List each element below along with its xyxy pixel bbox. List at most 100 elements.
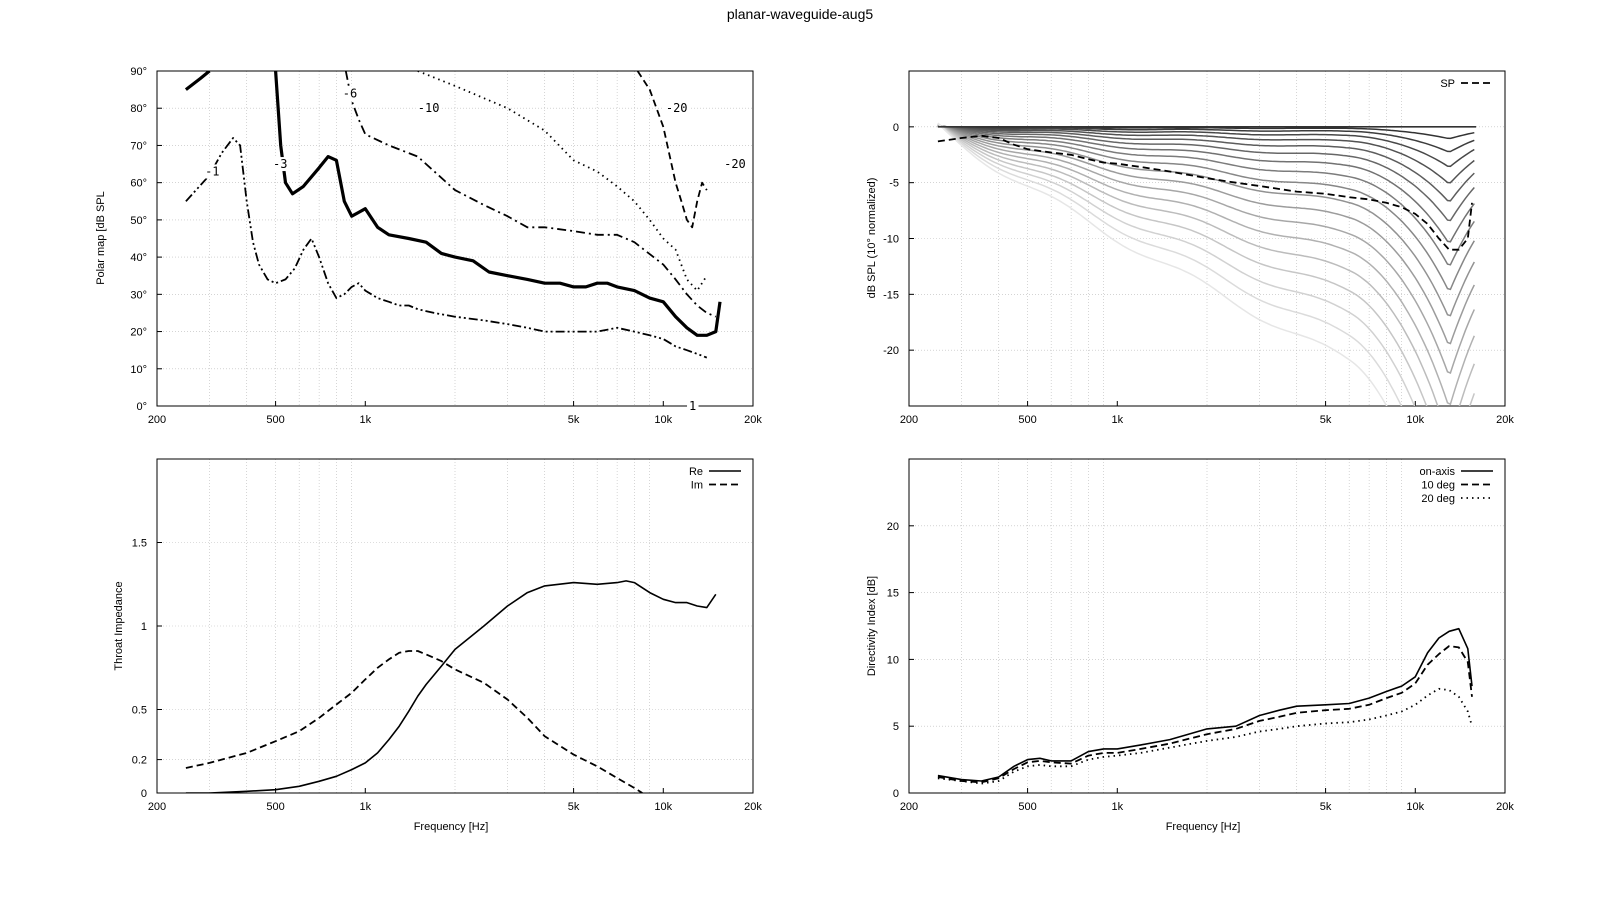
angle-curve	[937, 125, 1475, 184]
y-tick-label: 10°	[130, 364, 147, 376]
angle-curve	[937, 124, 1475, 243]
contour-label-bg	[270, 157, 290, 172]
contour-label: -1	[205, 165, 219, 179]
x-tick-label: 20k	[744, 414, 762, 426]
y-axis-label: Throat Impedance	[113, 581, 125, 670]
x-tick-label: 1k	[1111, 801, 1123, 813]
y-tick-label: 50°	[130, 215, 147, 227]
x-tick-label: 20k	[1496, 414, 1514, 426]
legend-entry: on-axis	[1420, 466, 1456, 478]
throat-impedance-panel: 200 500 1k 5k 10k 20k 0 0.2 0.5 1 1.5 Throat Impeda…	[113, 458, 762, 833]
y-tick-label: 0.2	[132, 755, 147, 767]
y-tick-label: 5	[893, 721, 899, 733]
x-axis-label: Frequency [Hz]	[1166, 821, 1241, 833]
legend-entry: Re	[689, 466, 703, 478]
y-tick-label: 0	[141, 788, 147, 800]
y-tick-label: 20°	[130, 327, 147, 339]
y-tick-label: 20	[887, 521, 899, 533]
angle-curve	[937, 124, 1475, 317]
x-tick-label: 20k	[1496, 801, 1514, 813]
data-layer	[184, 71, 722, 359]
y-tick-label: -5	[889, 178, 899, 190]
x-tick-label: 5k	[1320, 801, 1332, 813]
legend-entry: Im	[691, 480, 703, 492]
normalized-spl-panel: 200 500 1k 5k 10k 20k 0 -5 -10 -15 -20 dB SPL (10° …	[866, 70, 1514, 426]
y-axis-label: Polar map [dB SPL	[95, 191, 107, 285]
y-tick-label: 0.5	[132, 705, 147, 717]
x-tick-label: 10k	[654, 801, 672, 813]
y-tick-label: -10	[883, 234, 899, 246]
x-tick-label: 10k	[1406, 801, 1424, 813]
y-tick-label: 1.5	[132, 538, 147, 550]
angle-curve	[937, 123, 1476, 406]
y-tick-label: 60°	[130, 178, 147, 190]
series-line-sp	[937, 134, 1473, 251]
y-tick-label: 30°	[130, 289, 147, 301]
y-tick-label: -20	[883, 345, 899, 357]
angle-curve	[937, 122, 1403, 406]
contour-label-bg	[722, 157, 749, 172]
directivity-index-panel: 200 500 1k 5k 10k 20k 0 5 10 15 20 Directivity Inde…	[866, 458, 1514, 833]
contour-label-bg	[203, 164, 223, 179]
x-tick-label: 10k	[654, 414, 672, 426]
series-line-2	[344, 71, 717, 318]
angle-curve	[937, 123, 1475, 406]
x-axis-label: Frequency [Hz]	[414, 821, 489, 833]
plot-frame	[156, 70, 754, 407]
x-tick-label: 5k	[568, 801, 580, 813]
y-tick-label: 70°	[130, 140, 147, 152]
x-tick-label: 1k	[359, 801, 371, 813]
series-line-im	[185, 650, 643, 793]
x-tick-label: 1k	[359, 414, 371, 426]
contour-label-bg	[415, 101, 443, 116]
y-tick-label: 90°	[130, 66, 147, 78]
y-tick-label: 0	[893, 122, 899, 134]
contour-label: 1	[689, 399, 696, 413]
y-tick-label: 40°	[130, 252, 147, 264]
contour-label-bg	[663, 101, 691, 116]
series-line-4	[636, 71, 708, 229]
y-tick-label: -15	[883, 289, 899, 301]
x-tick-label: 500	[1018, 414, 1036, 426]
legend-entry: SP	[1440, 78, 1455, 90]
y-axis-label: dB SPL (10° normalized)	[866, 178, 878, 299]
angle-curve	[937, 125, 1475, 153]
angle-curve	[937, 122, 1388, 406]
angle-curve	[937, 124, 1475, 222]
contour-label-bg	[687, 399, 699, 413]
series-line-20-deg	[937, 687, 1473, 785]
angle-curve	[937, 123, 1475, 375]
y-tick-label: 15	[887, 588, 899, 600]
y-tick-label: 0°	[136, 401, 147, 413]
angle-curve	[937, 125, 1475, 202]
y-tick-label: 1	[141, 621, 147, 633]
y-tick-label: 0	[893, 788, 899, 800]
angle-curve	[937, 122, 1416, 406]
x-tick-label: 200	[148, 414, 166, 426]
contour-label: -10	[418, 101, 440, 115]
y-tick-label: 10	[887, 654, 899, 666]
data-layer	[185, 580, 717, 793]
data-layer	[937, 627, 1473, 785]
y-axis-label: Directivity Index [dB]	[866, 576, 878, 676]
series-line-re	[185, 580, 717, 793]
contour-label: -6	[343, 86, 357, 100]
x-tick-label: 20k	[744, 801, 762, 813]
angle-curve	[937, 124, 1475, 266]
contour-label: -20	[724, 157, 746, 171]
x-tick-label: 5k	[1320, 414, 1332, 426]
contour-label: -3	[273, 157, 287, 171]
contour-label-bg	[340, 86, 360, 101]
legend-entry: 10 deg	[1421, 480, 1455, 492]
x-tick-label: 500	[266, 801, 284, 813]
plot-frame	[908, 458, 1506, 794]
series-line-5	[185, 137, 708, 359]
x-tick-label: 200	[900, 801, 918, 813]
x-tick-label: 200	[900, 414, 918, 426]
series-line-10-deg	[937, 645, 1473, 784]
y-tick-label: 80°	[130, 103, 147, 115]
x-tick-label: 1k	[1111, 414, 1123, 426]
series-line-on-axis	[937, 627, 1473, 782]
legend-entry: 20 deg	[1421, 493, 1455, 505]
